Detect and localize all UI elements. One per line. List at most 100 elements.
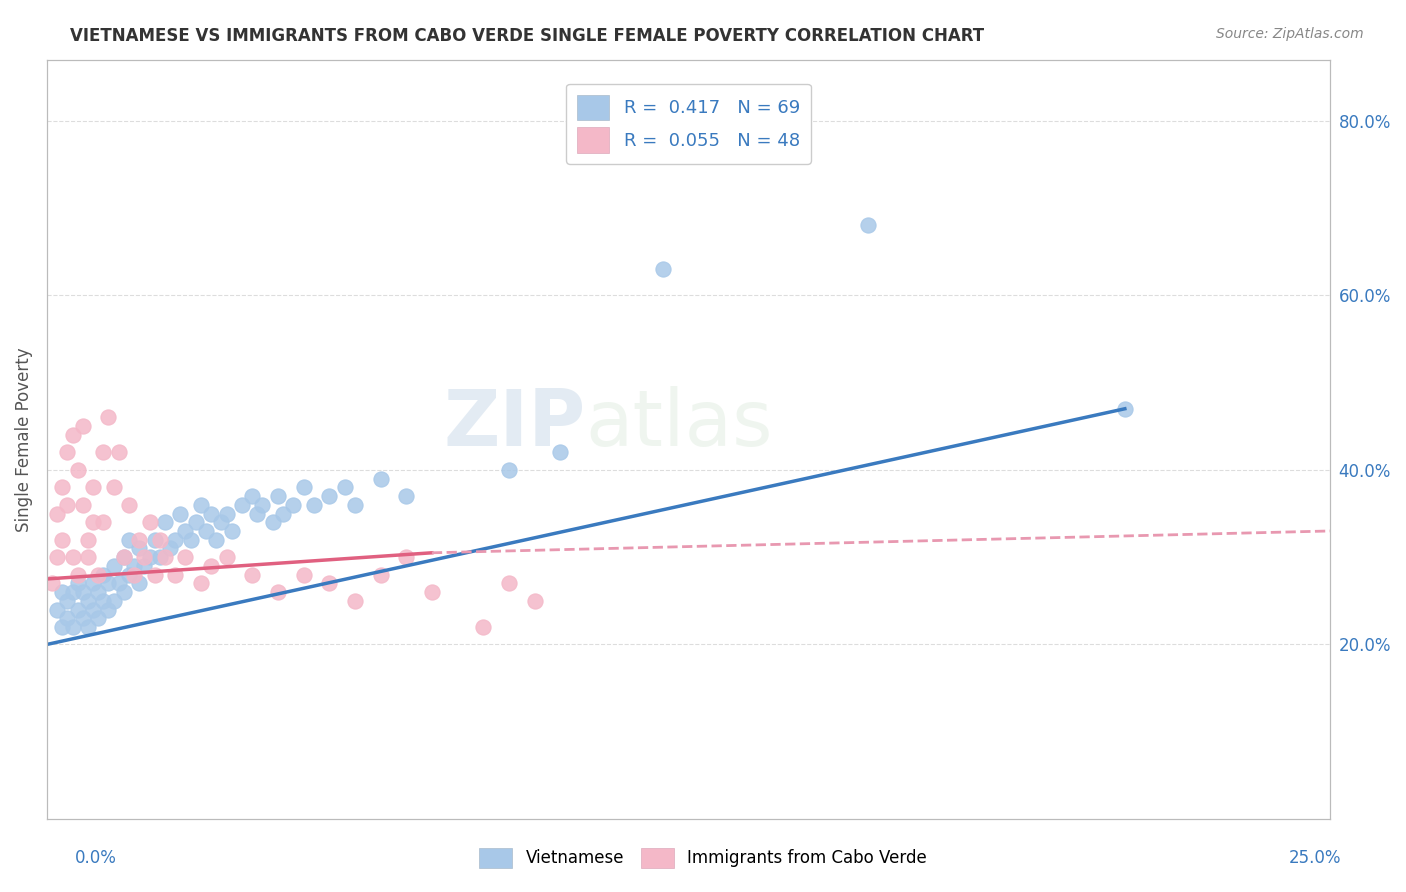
Point [143,567,166,582]
Point [190,576,212,591]
Point [56,611,79,625]
Point [651,262,673,277]
Point [128,541,150,556]
Point [271,507,294,521]
Point [302,498,325,512]
Point [240,567,263,582]
Point [195,524,218,538]
Legend: R =  0.417   N = 69, R =  0.055   N = 48: R = 0.417 N = 69, R = 0.055 N = 48 [567,84,811,164]
Point [138,515,160,529]
Point [56,594,79,608]
Point [149,533,172,547]
Point [240,489,263,503]
Point [93,515,115,529]
Point [318,489,340,503]
Point [103,558,125,573]
Point [51,620,73,634]
Point [153,515,176,529]
Point [72,611,94,625]
Point [87,585,110,599]
Point [205,533,228,547]
Point [77,594,100,608]
Text: Source: ZipAtlas.com: Source: ZipAtlas.com [1216,27,1364,41]
Point [856,219,879,233]
Point [209,515,232,529]
Point [107,576,129,591]
Point [82,515,104,529]
Point [122,567,145,582]
Point [221,524,243,538]
Point [165,533,187,547]
Point [231,498,253,512]
Point [252,498,274,512]
Point [169,507,191,521]
Point [62,428,84,442]
Point [41,576,63,591]
Point [87,611,110,625]
Point [143,533,166,547]
Point [184,515,207,529]
Point [498,463,520,477]
Point [97,602,120,616]
Point [343,594,366,608]
Point [128,576,150,591]
Point [333,480,356,494]
Point [103,594,125,608]
Point [138,550,160,565]
Point [82,602,104,616]
Point [56,445,79,459]
Point [66,576,89,591]
Point [134,550,156,565]
Point [246,507,269,521]
Point [112,585,135,599]
Point [62,620,84,634]
Point [112,550,135,565]
Point [292,480,315,494]
Point [174,524,197,538]
Point [87,567,110,582]
Point [97,410,120,425]
Point [472,620,495,634]
Text: atlas: atlas [586,386,773,462]
Point [46,602,69,616]
Point [66,602,89,616]
Point [51,480,73,494]
Y-axis label: Single Female Poverty: Single Female Poverty [15,347,32,532]
Point [159,541,181,556]
Point [395,550,418,565]
Point [267,585,290,599]
Legend: Vietnamese, Immigrants from Cabo Verde: Vietnamese, Immigrants from Cabo Verde [472,841,934,875]
Point [97,576,120,591]
Point [93,567,115,582]
Point [190,498,212,512]
Point [82,480,104,494]
Point [62,550,84,565]
Point [122,558,145,573]
Point [498,576,520,591]
Point [215,507,238,521]
Point [128,533,150,547]
Point [93,445,115,459]
Point [51,585,73,599]
Point [46,550,69,565]
Point [118,567,141,582]
Point [118,498,141,512]
Text: 0.0%: 0.0% [75,849,117,867]
Point [56,498,79,512]
Point [51,533,73,547]
Point [103,480,125,494]
Point [215,550,238,565]
Point [149,550,172,565]
Text: VIETNAMESE VS IMMIGRANTS FROM CABO VERDE SINGLE FEMALE POVERTY CORRELATION CHART: VIETNAMESE VS IMMIGRANTS FROM CABO VERDE… [70,27,984,45]
Point [548,445,571,459]
Point [283,498,305,512]
Point [93,594,115,608]
Text: 25.0%: 25.0% [1288,849,1341,867]
Point [174,550,197,565]
Point [153,550,176,565]
Point [420,585,443,599]
Point [66,463,89,477]
Point [77,620,100,634]
Point [77,550,100,565]
Point [523,594,546,608]
